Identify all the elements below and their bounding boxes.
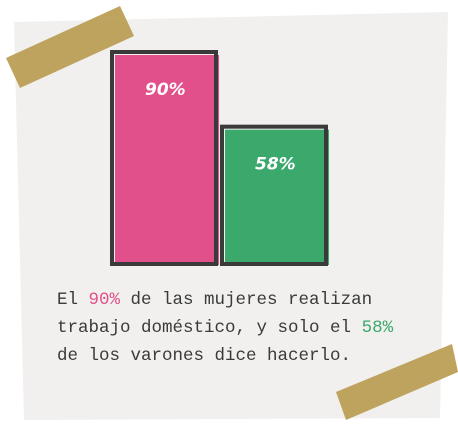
caption-line: El 90% de las mujeres realizan	[57, 290, 372, 310]
caption-text: El	[57, 290, 89, 310]
caption-text: 90%	[89, 290, 121, 310]
value-label: 90%	[145, 80, 186, 100]
caption-text: 58%	[362, 318, 394, 338]
caption: El 90% de las mujeres realizan trabajo do…	[57, 290, 394, 366]
bar-chart: 90% 58%	[110, 50, 329, 266]
bar-outline	[220, 124, 328, 266]
caption-text: de los varones dice hacerlo.	[57, 346, 351, 366]
bar	[115, 55, 219, 265]
bar	[225, 129, 329, 265]
bar-outline	[110, 50, 218, 266]
value-label: 58%	[255, 155, 296, 175]
tape	[336, 344, 458, 420]
tape	[6, 6, 134, 88]
caption-line: de los varones dice hacerlo.	[57, 346, 351, 366]
caption-text: trabajo doméstico, y solo el	[57, 318, 362, 338]
caption-text: de las mujeres realizan	[120, 290, 372, 310]
caption-line: trabajo doméstico, y solo el 58%	[57, 318, 394, 338]
